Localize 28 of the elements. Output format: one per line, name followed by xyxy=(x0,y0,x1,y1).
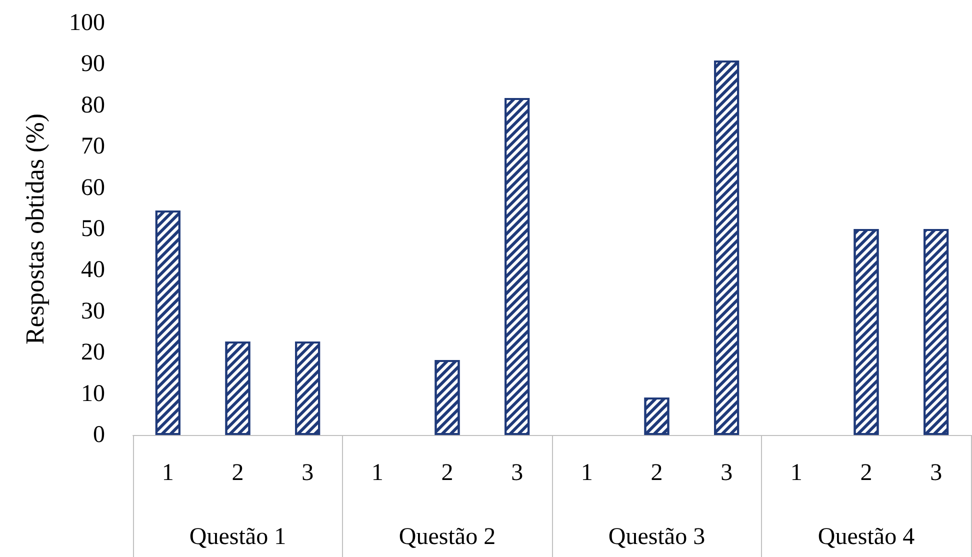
text: Questão 2 xyxy=(398,524,496,550)
x-tick-label: 2 xyxy=(441,460,454,486)
x-tick-label: 3 xyxy=(720,460,733,486)
y-tick-label: 10 xyxy=(81,380,105,407)
y-tick-label: 40 xyxy=(81,257,105,284)
x-tick-label: 2 xyxy=(860,460,872,486)
y-tick-label: 30 xyxy=(81,298,105,324)
y-tick-label: 100 xyxy=(69,10,105,36)
x-tick-label: 3 xyxy=(302,460,314,486)
x-tick-label: 1 xyxy=(580,460,593,486)
x-tick-label: 1 xyxy=(371,460,384,486)
x-tick-label: 3 xyxy=(930,460,942,486)
text: Questão 3 xyxy=(608,524,706,550)
y-axis-title: Respostas obtidas (%) xyxy=(20,113,50,345)
x-tick-label: 2 xyxy=(650,460,663,486)
y-tick-label: 60 xyxy=(81,174,105,201)
x-tick-label: 2 xyxy=(232,460,244,486)
y-tick-label: 50 xyxy=(81,216,105,242)
y-tick-label: 90 xyxy=(81,51,105,78)
x-tick-label: 1 xyxy=(162,460,174,486)
text: Questão 1 xyxy=(189,524,286,550)
y-tick-label: 0 xyxy=(93,422,105,448)
x-tick-label: 1 xyxy=(790,460,802,486)
y-tick-label: 20 xyxy=(81,340,105,366)
y-tick-label: 80 xyxy=(81,92,105,118)
y-tick-label: 70 xyxy=(81,134,105,160)
text: Questão 4 xyxy=(818,524,915,550)
x-tick-label: 3 xyxy=(511,460,524,486)
